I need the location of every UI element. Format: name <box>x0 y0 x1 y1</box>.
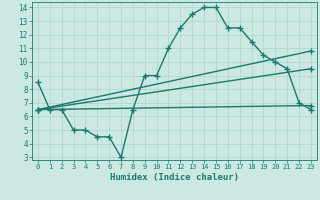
X-axis label: Humidex (Indice chaleur): Humidex (Indice chaleur) <box>110 173 239 182</box>
